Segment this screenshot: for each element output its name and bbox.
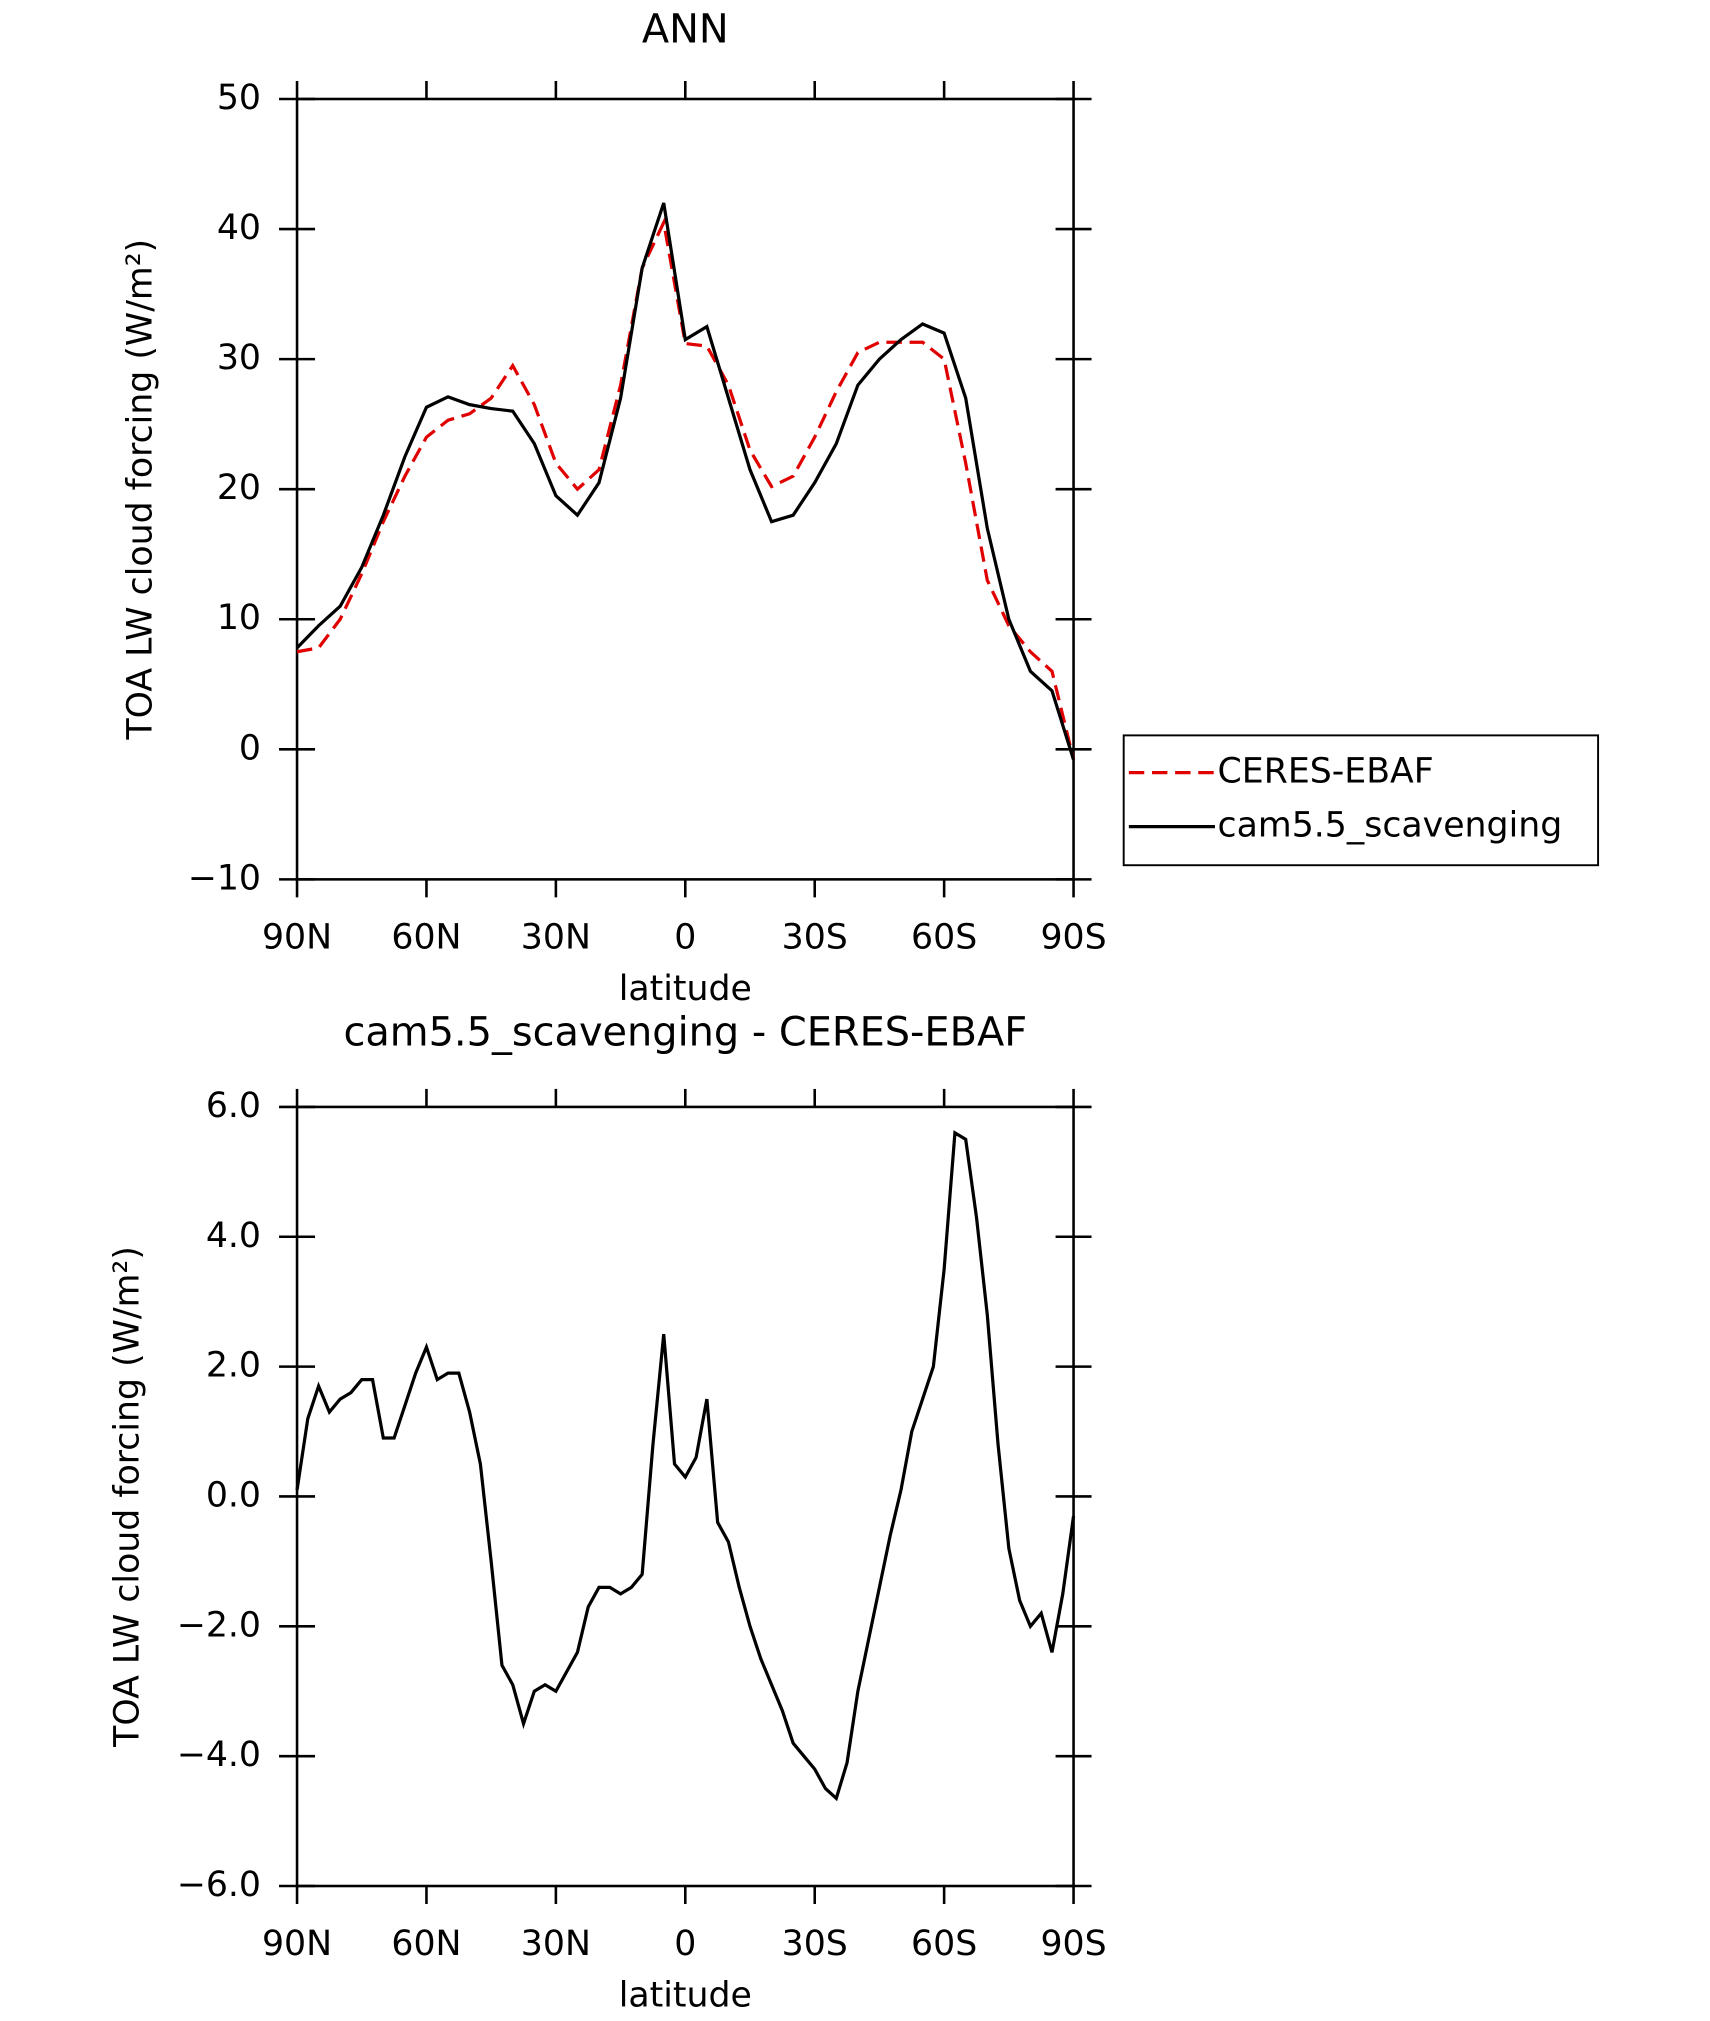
y-axis-label: TOA LW cloud forcing (W/m²) [108, 1246, 148, 1748]
y-tick-label: −2.0 [177, 1605, 261, 1645]
x-tick-label: 90S [1040, 918, 1106, 958]
x-axis-label: latitude [619, 1976, 752, 2016]
y-axis-label: TOA LW cloud forcing (W/m²) [120, 239, 160, 741]
chart-title: cam5.5_scavenging - CERES-EBAF [343, 1009, 1027, 1055]
x-tick-label: 0 [674, 918, 696, 958]
y-tick-label: 4.0 [206, 1216, 261, 1256]
x-tick-label: 30S [782, 918, 848, 958]
data-line [295, 202, 1076, 761]
y-tick-label: 2.0 [206, 1346, 261, 1386]
y-tick-label: 0 [239, 728, 261, 768]
x-tick-label: 60S [911, 1924, 977, 1964]
y-tick-label: 0.0 [206, 1475, 261, 1515]
x-tick-label: 90S [1040, 1924, 1106, 1964]
plot-frame [295, 97, 1075, 881]
x-tick-label: 30S [782, 1924, 848, 1964]
chart-title: ANN [642, 7, 729, 53]
legend-label: CERES-EBAF [1218, 752, 1434, 792]
y-tick-label: −4.0 [177, 1735, 261, 1775]
y-tick-label: −6.0 [177, 1865, 261, 1905]
x-axis-label: latitude [619, 969, 752, 1009]
data-line [295, 1130, 1076, 1802]
plot-frame [295, 1105, 1075, 1888]
x-tick-label: 30N [521, 918, 591, 958]
x-tick-label: 0 [674, 1924, 696, 1964]
data-line [296, 217, 1076, 761]
x-tick-label: 30N [521, 1924, 591, 1964]
y-tick-label: 20 [217, 468, 261, 508]
x-tick-label: 90N [262, 1924, 332, 1964]
x-tick-label: 60S [911, 918, 977, 958]
legend-box [1122, 734, 1600, 867]
x-tick-label: 60N [391, 918, 461, 958]
x-tick-label: 60N [391, 1924, 461, 1964]
y-tick-label: 50 [217, 78, 261, 118]
y-tick-label: 6.0 [206, 1086, 261, 1126]
y-tick-label: 10 [217, 598, 261, 638]
y-tick-label: 30 [217, 338, 261, 378]
x-tick-label: 90N [262, 918, 332, 958]
y-tick-label: 40 [217, 208, 261, 248]
y-tick-label: −10 [188, 858, 261, 898]
legend-label: cam5.5_scavenging [1218, 806, 1563, 846]
